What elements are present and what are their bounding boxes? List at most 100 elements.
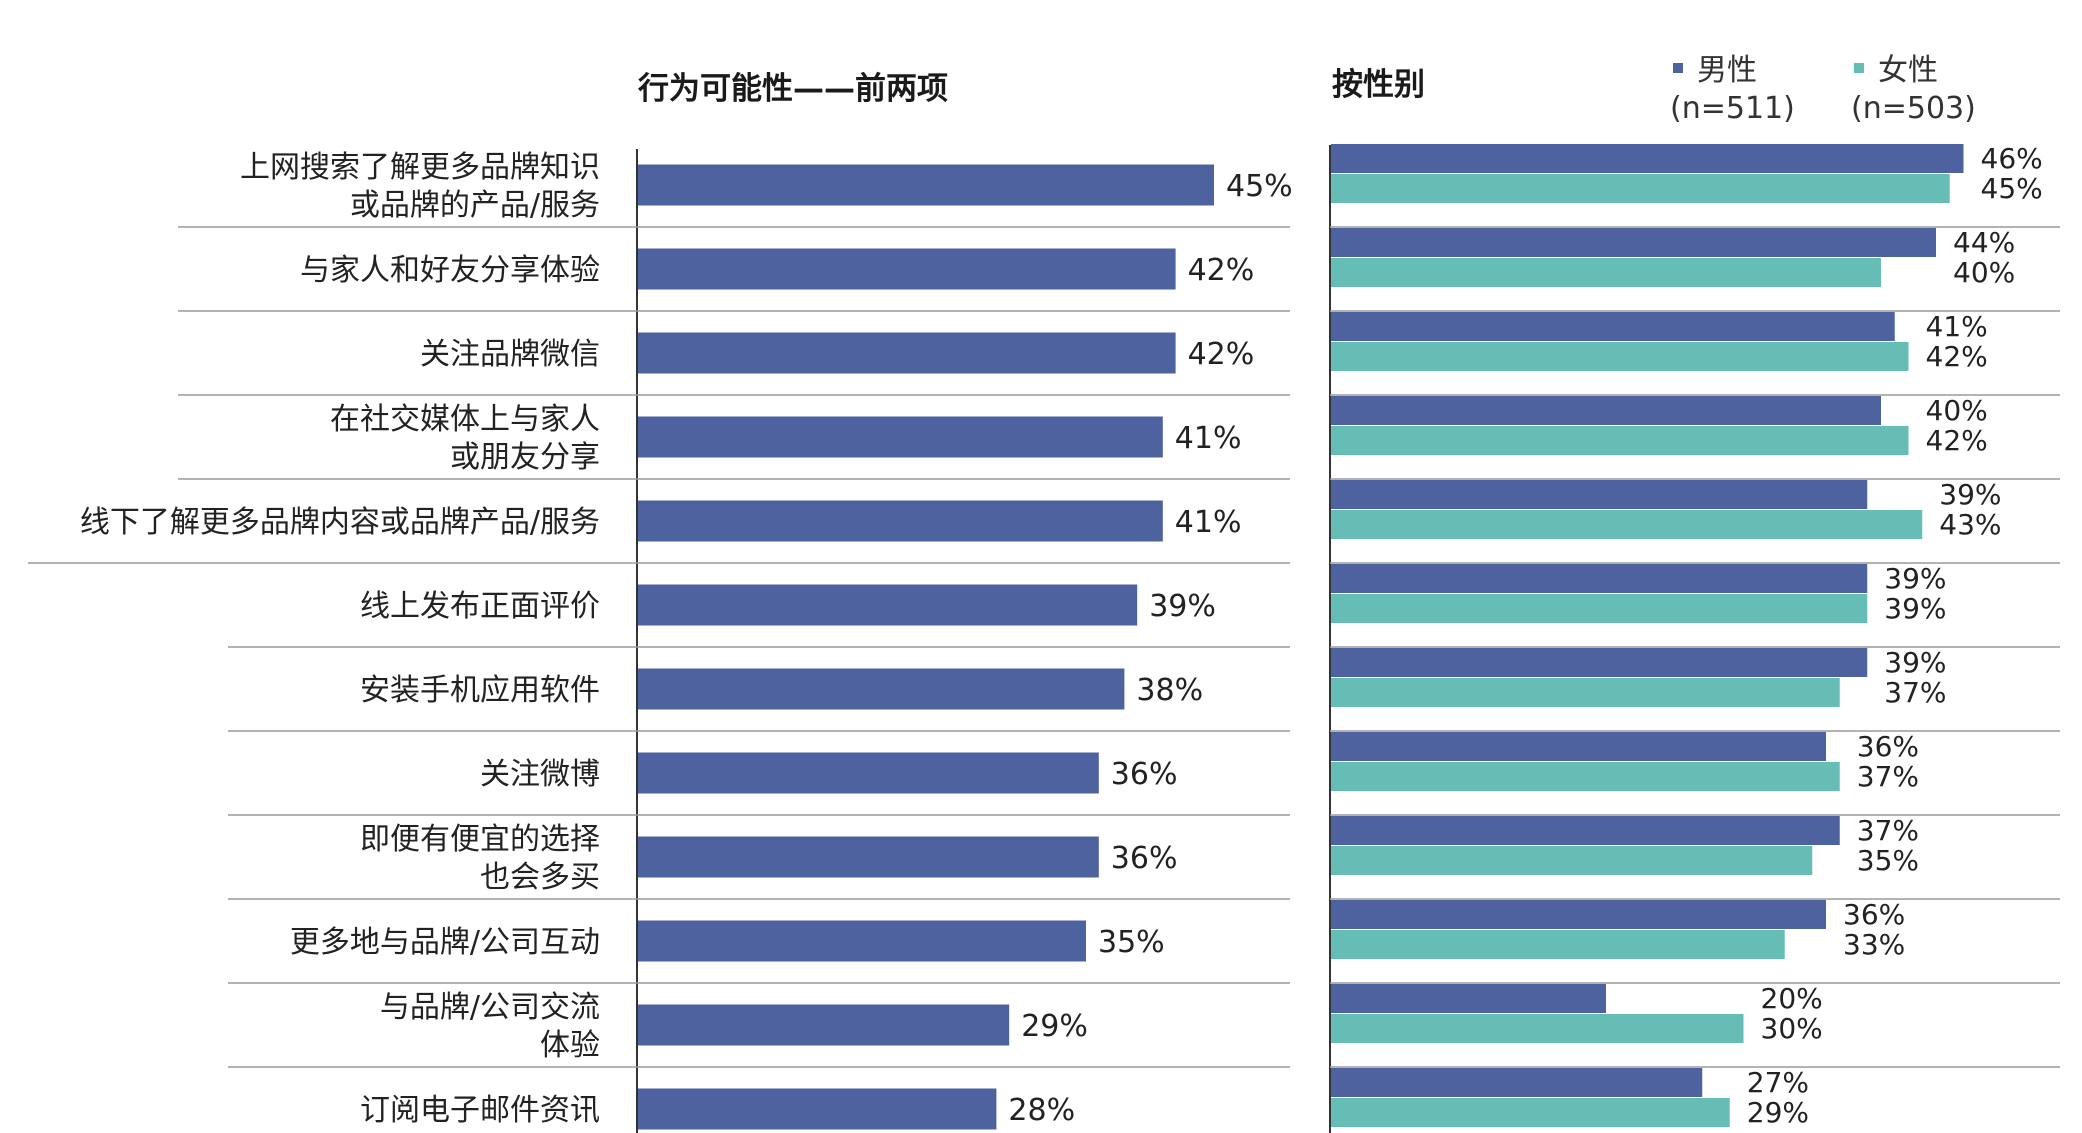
data-label-male: 39%: [1939, 478, 2001, 511]
bar-male: [1331, 312, 1895, 341]
category-label: 关注品牌微信: [420, 337, 600, 372]
bar-male: [1331, 732, 1826, 761]
category-label: 更多地与品牌/公司互动: [290, 925, 600, 960]
category-label: 上网搜索了解更多品牌知识: [240, 150, 600, 185]
category-label: 与家人和好友分享体验: [300, 253, 600, 288]
bar: [638, 164, 1214, 206]
category-label: 安装手机应用软件: [360, 673, 600, 708]
data-label-female: 37%: [1857, 760, 1919, 793]
category-label: 或品牌的产品/服务: [350, 188, 600, 223]
data-label-male: 36%: [1857, 730, 1919, 763]
legend-sample-male: (n=511): [1670, 91, 1795, 126]
legend-label-female: 女性: [1878, 53, 1938, 88]
data-label: 35%: [1098, 925, 1165, 960]
data-label-male: 20%: [1761, 982, 1823, 1015]
data-label: 42%: [1188, 337, 1255, 372]
bar-male: [1331, 564, 1868, 593]
data-label: 42%: [1188, 253, 1255, 288]
bar-female: [1331, 762, 1840, 791]
bar-female: [1331, 930, 1785, 959]
bar: [638, 668, 1125, 710]
data-label: 28%: [1008, 1093, 1075, 1128]
category-label: 线上发布正面评价: [360, 589, 600, 624]
data-label-female: 30%: [1761, 1012, 1823, 1045]
category-label: 在社交媒体上与家人: [330, 402, 600, 437]
data-label-male: 39%: [1884, 646, 1946, 679]
data-label: 41%: [1175, 505, 1242, 540]
data-label-female: 42%: [1926, 340, 1988, 373]
bar-female: [1331, 510, 1923, 539]
data-label-male: 36%: [1843, 898, 1905, 931]
right-chart-title: 按性别: [1332, 67, 1425, 103]
bar-male: [1331, 984, 1606, 1013]
data-label: 29%: [1021, 1009, 1088, 1044]
category-label: 关注微博: [480, 757, 600, 792]
bar: [638, 332, 1176, 374]
bar-male: [1331, 648, 1868, 677]
data-label: 45%: [1226, 169, 1293, 204]
bar-female: [1331, 426, 1909, 455]
bar: [638, 416, 1163, 458]
bar-female: [1331, 342, 1909, 371]
category-label: 也会多买: [480, 860, 600, 895]
bar: [638, 836, 1099, 878]
data-label-female: 43%: [1939, 508, 2001, 541]
data-label: 38%: [1136, 673, 1203, 708]
bar-male: [1331, 144, 1964, 173]
data-label-female: 42%: [1926, 424, 1988, 457]
data-label-female: 45%: [1981, 172, 2043, 205]
bar-male: [1331, 1068, 1703, 1097]
bar: [638, 248, 1176, 290]
data-label-male: 39%: [1884, 562, 1946, 595]
bar: [638, 1088, 997, 1130]
data-label-female: 37%: [1884, 676, 1946, 709]
legend-swatch-female: [1854, 63, 1864, 73]
data-label-male: 37%: [1857, 814, 1919, 847]
data-label-male: 44%: [1953, 226, 2015, 259]
category-label: 体验: [540, 1028, 600, 1063]
bar-female: [1331, 678, 1840, 707]
legend-sample-female: (n=503): [1851, 91, 1976, 126]
data-label-female: 29%: [1747, 1096, 1809, 1129]
bar-female: [1331, 174, 1950, 203]
bar: [638, 920, 1086, 962]
data-label-female: 35%: [1857, 844, 1919, 877]
data-label: 39%: [1149, 589, 1216, 624]
legend-swatch-male: [1673, 63, 1683, 73]
bar: [638, 752, 1099, 794]
bar-male: [1331, 900, 1826, 929]
left-chart-title: 行为可能性——前两项: [637, 71, 948, 107]
category-label: 即便有便宜的选择: [360, 822, 600, 857]
data-label-female: 40%: [1953, 256, 2015, 289]
bar-female: [1331, 1014, 1744, 1043]
data-label-male: 46%: [1981, 142, 2043, 175]
data-label-female: 33%: [1843, 928, 1905, 961]
bar-male: [1331, 816, 1840, 845]
right-chart: 按性别 男性 (n=511) 女性 (n=503) 46%45%44%40%41…: [1329, 53, 2060, 1133]
bar-male: [1331, 480, 1868, 509]
bar-female: [1331, 846, 1813, 875]
data-label-male: 27%: [1747, 1066, 1809, 1099]
data-label: 36%: [1111, 757, 1178, 792]
data-label-male: 40%: [1926, 394, 1988, 427]
bar-female: [1331, 258, 1881, 287]
data-label-male: 41%: [1926, 310, 1988, 343]
bar-male: [1331, 396, 1881, 425]
bar: [638, 1004, 1010, 1046]
bar-female: [1331, 1098, 1730, 1127]
legend-label-male: 男性: [1697, 53, 1757, 88]
legend: 男性 (n=511) 女性 (n=503): [1670, 53, 1976, 126]
bar: [638, 584, 1138, 626]
category-label: 或朋友分享: [450, 440, 600, 475]
category-label: 订阅电子邮件资讯: [360, 1093, 600, 1128]
category-label: 与品牌/公司交流: [380, 990, 600, 1025]
data-label: 36%: [1111, 841, 1178, 876]
data-label-female: 39%: [1884, 592, 1946, 625]
bar-male: [1331, 228, 1936, 257]
category-label: 线下了解更多品牌内容或品牌产品/服务: [80, 505, 600, 540]
bar-female: [1331, 594, 1868, 623]
data-label: 41%: [1175, 421, 1242, 456]
bar: [638, 500, 1163, 542]
